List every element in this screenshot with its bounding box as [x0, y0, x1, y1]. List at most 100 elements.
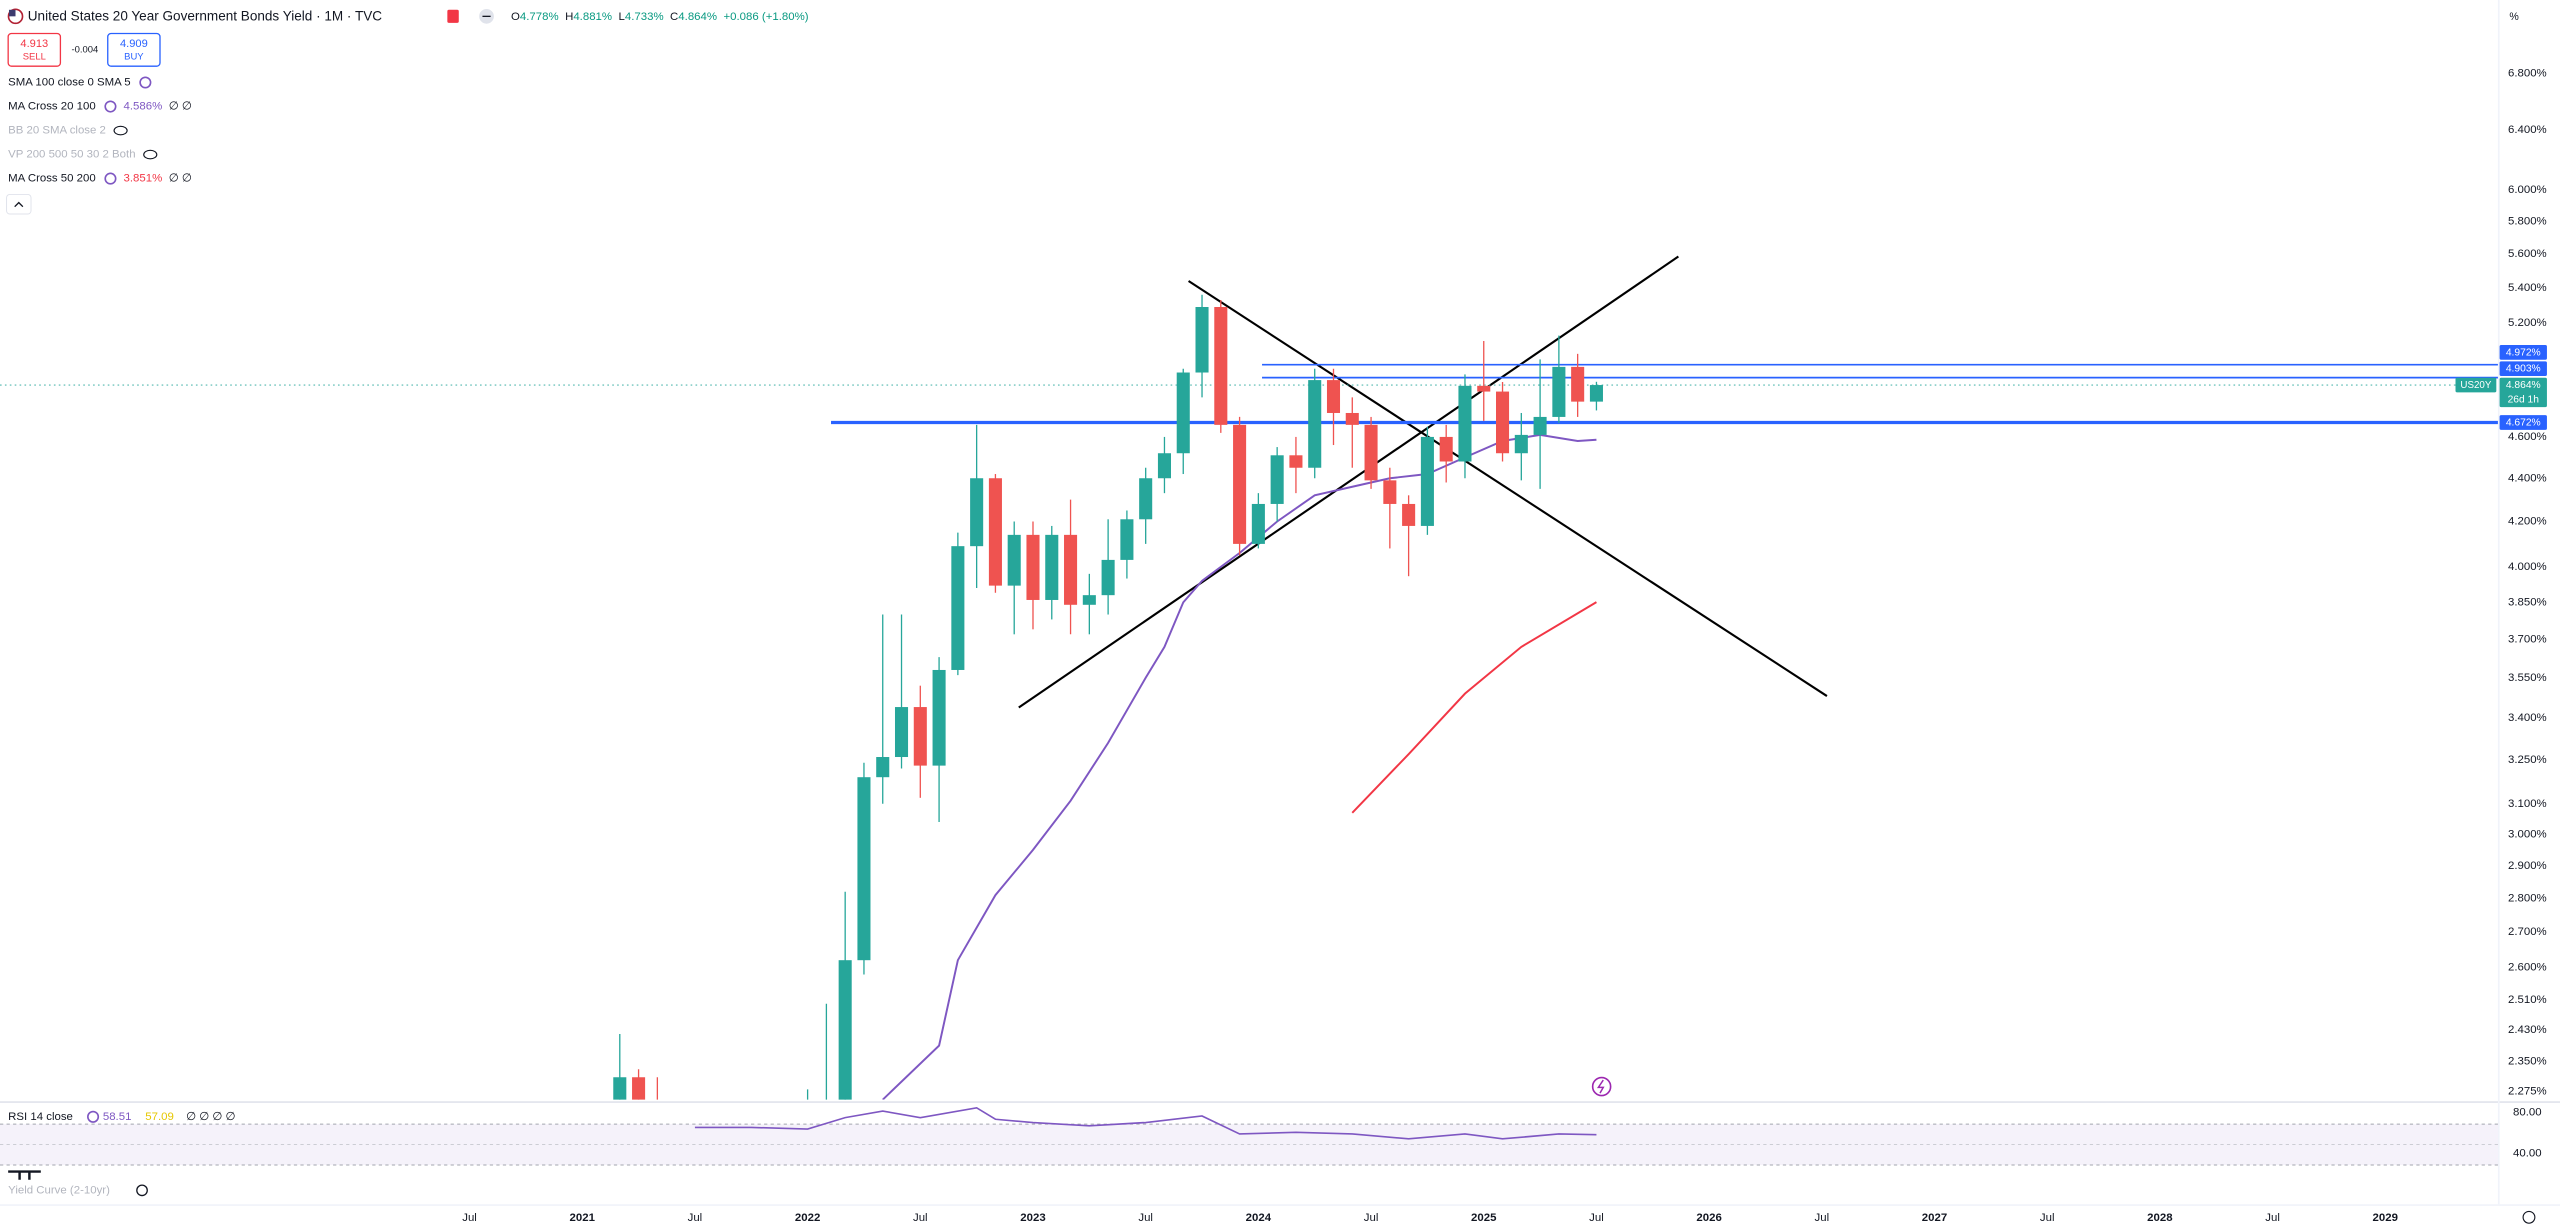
- candle-body: [1571, 366, 1585, 402]
- candle-body: [1496, 391, 1510, 454]
- candle-body: [1064, 534, 1078, 605]
- time-axis-label: Jul: [1589, 1212, 1604, 1224]
- indicator-value: 3.851%: [124, 173, 163, 185]
- candle-body: [970, 478, 984, 547]
- rsi-axis-label: 80.00: [2513, 1107, 2542, 1119]
- price-axis-label: 2.800%: [2508, 892, 2547, 904]
- candle-body: [1289, 455, 1303, 468]
- event-icon-bolt: [1596, 1079, 1605, 1094]
- candle-body: [857, 777, 871, 961]
- candle-body: [1458, 385, 1472, 462]
- trend-line[interactable]: [1187, 280, 1828, 697]
- candle-body: [1589, 385, 1603, 402]
- price-axis-label: 2.350%: [2508, 1055, 2547, 1067]
- candle-body: [1045, 534, 1059, 600]
- indicator-name: MA Cross 50 200: [8, 173, 96, 185]
- price-axis-label: 5.800%: [2508, 215, 2547, 227]
- ohlc-value: 4.881%: [573, 11, 612, 23]
- price-axis-label: 3.000%: [2508, 828, 2547, 840]
- indicator-extra: ∅ ∅: [169, 101, 192, 113]
- price-axis-label: 3.100%: [2508, 798, 2547, 810]
- time-axis-label: 2027: [1922, 1212, 1947, 1224]
- time-axis-label: Jul: [462, 1212, 477, 1224]
- candle-body: [1514, 434, 1528, 454]
- axes: 6.800% 6.400% 6.000% 5.800% 5.600% 5.400% 5.20…: [462, 68, 2547, 1224]
- rsi-settings-icon[interactable]: [87, 1110, 100, 1123]
- time-axis-label: 2023: [1020, 1212, 1045, 1224]
- price-axis-label: 6.000%: [2508, 184, 2547, 196]
- candle-body: [1364, 424, 1378, 481]
- candle-body: [1345, 412, 1359, 425]
- candle-body: [876, 757, 890, 778]
- price-axis-label: 2.430%: [2508, 1024, 2547, 1036]
- rsi-line: [694, 1106, 1597, 1140]
- candle-body: [894, 707, 909, 758]
- price-badge-label: 4.672%: [2506, 418, 2541, 429]
- price-badge: [2499, 415, 2547, 430]
- indicator-name: SMA 100 close 0 SMA 5: [8, 77, 130, 89]
- moving-average-line: [882, 433, 1597, 1100]
- candle-body: [1120, 519, 1134, 560]
- indicator-name: VP 200 500 50 30 2 Both: [8, 149, 135, 161]
- price-badge-label: 4.864%: [2506, 380, 2541, 391]
- rsi-name: RSI 14 close: [8, 1111, 73, 1123]
- time-axis-label: 2022: [795, 1212, 820, 1224]
- time-axis-label: 2024: [1246, 1212, 1272, 1224]
- time-axis-label: Jul: [1364, 1212, 1379, 1224]
- price-axis-label: 2.700%: [2508, 926, 2547, 938]
- countdown: 26d 1h: [2508, 394, 2540, 405]
- candle-body: [1157, 453, 1171, 479]
- price-axis-label: 3.400%: [2508, 712, 2547, 724]
- indicator-value: 4.586%: [124, 101, 163, 113]
- unit-label: %: [2509, 11, 2519, 23]
- indicator-settings-icon: [139, 76, 152, 89]
- sell-label: SELL: [23, 52, 46, 63]
- candle-body: [1308, 380, 1322, 468]
- symbol-tag-label: US20Y: [2460, 380, 2491, 391]
- price-axis-label: 3.550%: [2508, 672, 2547, 684]
- indicator-eye-icon: [113, 125, 128, 136]
- indicator-name: BB 20 SMA close 2: [8, 125, 106, 137]
- settings-icon[interactable]: [2522, 1210, 2536, 1224]
- candle-body: [1439, 436, 1453, 462]
- trend-line[interactable]: [1018, 255, 1679, 709]
- time-axis-label: Jul: [688, 1212, 703, 1224]
- indicator-settings-icon: [104, 100, 117, 113]
- sell-button[interactable]: [7, 32, 62, 67]
- price-axis-label: 2.510%: [2508, 994, 2547, 1006]
- price-axis-label: 2.275%: [2508, 1085, 2547, 1097]
- price-axis-label: 3.250%: [2508, 754, 2547, 766]
- event-icon[interactable]: [1591, 1076, 1612, 1097]
- price-axis-label: 5.200%: [2508, 317, 2547, 329]
- change: +0.086 (+1.80%): [724, 11, 809, 23]
- candle-body: [1477, 385, 1491, 392]
- price-axis-label: 2.900%: [2508, 860, 2547, 872]
- price-axis-label: 4.000%: [2508, 561, 2547, 573]
- candle-body: [1026, 534, 1040, 600]
- symbol-title[interactable]: United States 20 Year Government Bonds Y…: [28, 9, 382, 24]
- time-axis-label: Jul: [2040, 1212, 2055, 1224]
- buy-button[interactable]: [107, 32, 161, 67]
- yield-curve-label: Yield Curve (2-10yr): [8, 1184, 110, 1196]
- ohlc-value: 4.778%: [520, 11, 559, 23]
- time-axis-label: Jul: [2265, 1212, 2280, 1224]
- ohlc-label: L: [619, 11, 625, 23]
- rsi-ma-value: 57.09: [145, 1111, 174, 1123]
- price-axis-label: 6.800%: [2508, 68, 2547, 80]
- buy-price: 4.909: [120, 38, 148, 50]
- alert-icon[interactable]: [447, 9, 459, 23]
- ohlc-label: C: [670, 11, 678, 23]
- rsi-extra: ∅ ∅ ∅ ∅: [186, 1111, 235, 1123]
- candle-body: [1214, 306, 1228, 425]
- rsi-value: 58.51: [103, 1111, 132, 1123]
- yield-curve-eye[interactable]: [136, 1184, 148, 1197]
- candle-body: [988, 478, 1002, 586]
- moving-average-line: [1351, 601, 1597, 814]
- legend-toggle[interactable]: [6, 193, 32, 215]
- candle-body: [1552, 366, 1566, 417]
- price-badge-label: 4.972%: [2506, 347, 2541, 358]
- ohlc-value: 4.733%: [625, 11, 664, 23]
- candle-body: [1233, 424, 1247, 544]
- flag-canton: [8, 9, 16, 17]
- candle-body: [1176, 372, 1190, 454]
